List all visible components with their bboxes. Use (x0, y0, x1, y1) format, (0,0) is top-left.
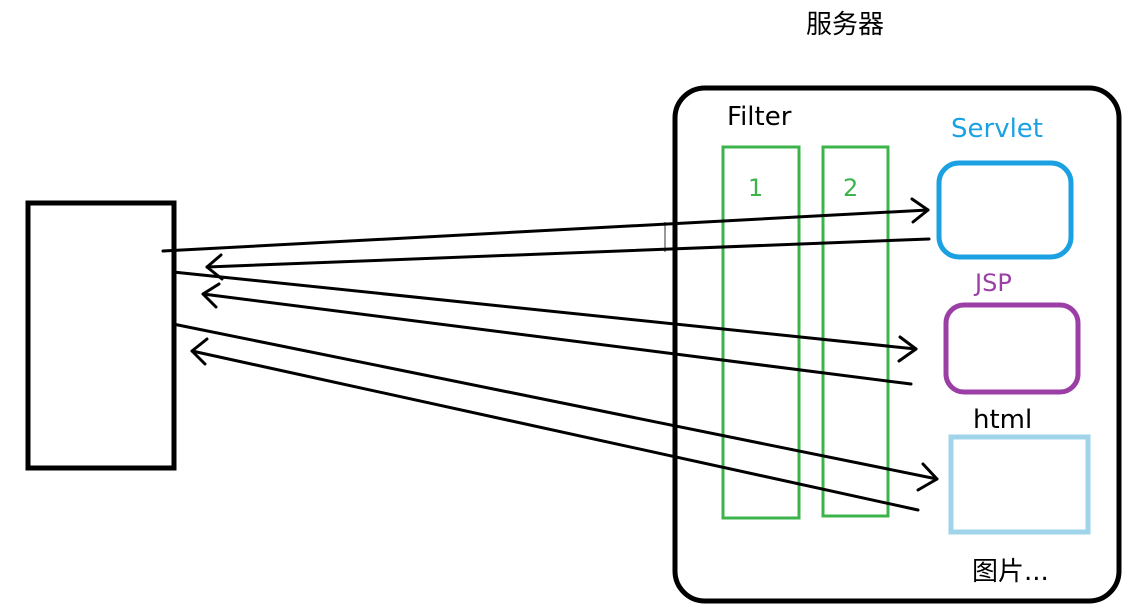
server-title: 服务器 (806, 10, 884, 40)
flow-arrows (161, 197, 939, 512)
servlet-box (936, 160, 1074, 260)
filter-label: Filter (727, 102, 792, 132)
jsp-label: JSP (973, 269, 1012, 297)
filter-stage-2-label: 2 (843, 174, 858, 202)
html-label: html (973, 405, 1032, 435)
servlet-request-arrow (161, 208, 930, 253)
servlet-label: Servlet (951, 114, 1043, 144)
filter-stage-1 (721, 145, 801, 520)
jsp-box (943, 302, 1081, 395)
servlet-response-arrow (205, 237, 931, 269)
html-box (948, 434, 1091, 535)
resources-more-label: 图片... (972, 557, 1049, 587)
html-response-arrowhead (190, 337, 209, 366)
filter-stage-1-label: 1 (748, 174, 763, 202)
html-request-arrowhead (916, 462, 939, 492)
jsp-response-arrowhead (201, 282, 221, 309)
servlet-response-arrowhead (205, 253, 224, 281)
jsp-request-arrowhead (897, 335, 918, 363)
html-response-arrow (190, 349, 920, 512)
client-box (25, 200, 177, 471)
servlet-request-arrowhead (910, 197, 930, 224)
html-request-arrow (171, 322, 939, 481)
jsp-request-arrow (171, 270, 918, 351)
filter-stage-2 (821, 145, 890, 518)
jsp-response-arrow (201, 292, 913, 386)
server-box (672, 85, 1122, 604)
